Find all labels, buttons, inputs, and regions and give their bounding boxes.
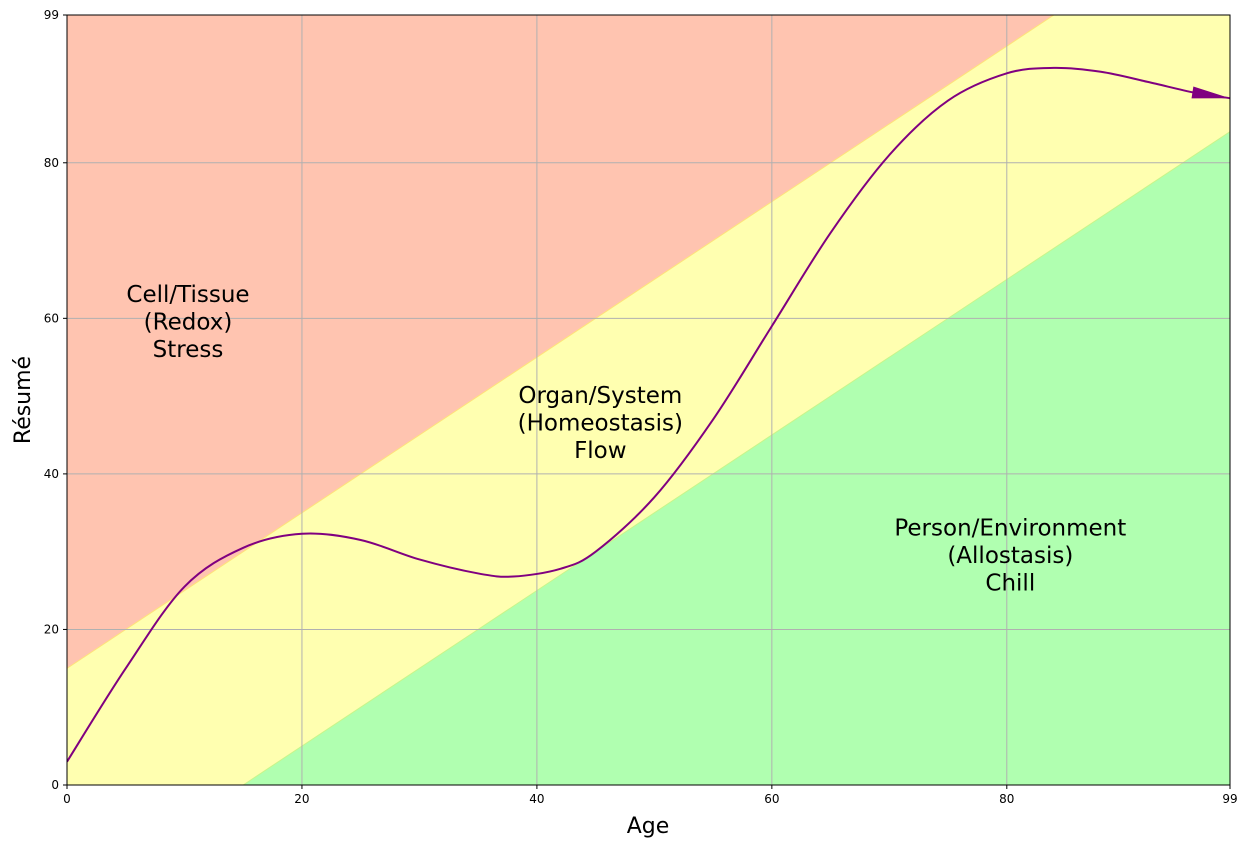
region-label-stress: Cell/Tissue bbox=[126, 282, 249, 308]
x-axis-ticks: 0 20 40 60 80 99 bbox=[63, 785, 1238, 806]
region-labels: Cell/Tissue(Redox)Stress Organ/System(Hom… bbox=[126, 282, 1126, 596]
plot-area: Cell/Tissue(Redox)Stress Organ/System(Hom… bbox=[66, 14, 1231, 786]
y-tick-label: 20 bbox=[44, 622, 59, 636]
y-tick-label: 80 bbox=[44, 156, 59, 170]
series-layer bbox=[67, 66, 1230, 763]
region-label-chill: Person/Environment bbox=[894, 515, 1126, 541]
y-tick-label: 60 bbox=[44, 311, 59, 325]
grid-lines bbox=[67, 15, 1230, 785]
region-label-flow: Flow bbox=[574, 438, 627, 464]
region-label-stress: (Redox) bbox=[144, 309, 233, 335]
x-tick-label: 99 bbox=[1222, 792, 1237, 806]
x-tick-label: 0 bbox=[63, 792, 71, 806]
y-tick-label: 40 bbox=[44, 467, 59, 481]
region-label-chill: (Allostasis) bbox=[947, 543, 1073, 569]
y-tick-label: 0 bbox=[51, 778, 59, 792]
series-line bbox=[67, 66, 1230, 763]
plot-frame bbox=[66, 14, 1231, 786]
series-arrowhead bbox=[1191, 86, 1230, 99]
x-tick-label: 20 bbox=[294, 792, 309, 806]
x-tick-label: 60 bbox=[764, 792, 779, 806]
x-tick-label: 80 bbox=[999, 792, 1014, 806]
x-tick-label: 40 bbox=[529, 792, 544, 806]
region-label-flow: Organ/System bbox=[518, 383, 682, 409]
background-regions bbox=[67, 15, 1230, 785]
x-axis-label: Age bbox=[627, 814, 670, 839]
y-axis-ticks: 0 20 40 60 80 99 bbox=[44, 8, 67, 792]
region-label-stress: Stress bbox=[153, 337, 224, 363]
y-axis-label: Résumé bbox=[11, 356, 36, 444]
region-flow bbox=[67, 15, 1230, 785]
region-label-chill: Chill bbox=[985, 570, 1035, 596]
boundary-lower bbox=[242, 131, 1230, 785]
region-label-flow: (Homeostasis) bbox=[518, 411, 683, 437]
y-tick-label: 99 bbox=[44, 8, 59, 22]
boundary-upper bbox=[67, 15, 1055, 669]
